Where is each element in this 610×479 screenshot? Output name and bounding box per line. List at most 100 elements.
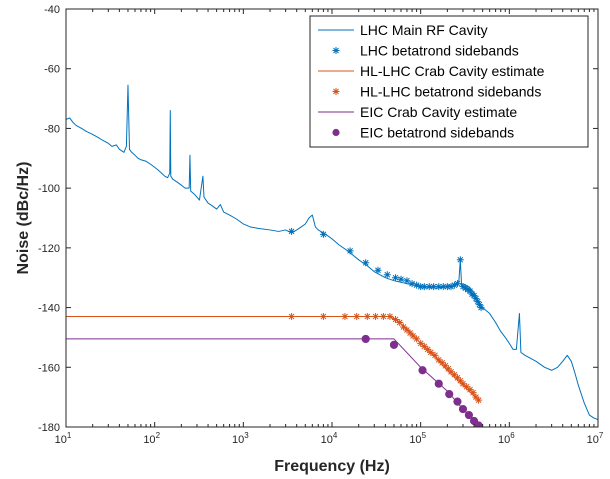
legend-item: HL-LHC Crab Cavity estimate — [318, 63, 545, 79]
data-point-dot — [361, 334, 370, 344]
data-point-star — [470, 292, 478, 300]
data-point-dot — [464, 410, 474, 420]
data-point-star — [441, 362, 449, 370]
data-point-star — [403, 277, 411, 285]
legend-item: LHC Main RF Cavity — [318, 22, 488, 38]
data-point-star — [420, 342, 428, 350]
data-point-star — [397, 275, 405, 283]
data-point-star — [435, 356, 443, 364]
data-point-star — [447, 283, 455, 291]
legend-label: EIC betatrond sidebands — [360, 125, 514, 141]
x-tick-base: 10 — [498, 434, 510, 446]
data-point-star — [396, 319, 404, 326]
data-point-dot — [389, 340, 399, 349]
legend-label: HL-LHC Crab Cavity estimate — [360, 63, 545, 79]
y-tick-label: -40 — [44, 4, 60, 16]
data-point-star — [443, 283, 451, 291]
data-point-star — [413, 335, 421, 343]
x-tick-label: 102 — [143, 431, 160, 446]
legend-label: LHC betatrond sidebands — [360, 43, 519, 59]
data-point-star — [427, 348, 435, 356]
x-axis-title: Frequency (Hz) — [274, 458, 390, 475]
data-point-dot — [453, 397, 462, 406]
data-point-star — [288, 227, 296, 235]
legend-label: LHC Main RF Cavity — [360, 22, 488, 38]
data-point-star — [477, 304, 485, 312]
data-point-star — [475, 396, 483, 404]
data-point-star — [466, 386, 474, 394]
data-point-star — [435, 283, 443, 291]
data-point-star — [430, 283, 438, 291]
series-0 — [66, 84, 598, 421]
y-tick-label: -140 — [38, 303, 60, 315]
data-point-star — [391, 274, 399, 282]
x-tick-exponent: 4 — [333, 431, 338, 440]
data-point-dot — [445, 390, 454, 399]
legend-star-swatch — [332, 88, 340, 95]
x-tick-exponent: 1 — [67, 431, 72, 440]
x-tick-exponent: 6 — [510, 431, 515, 440]
data-point-star — [374, 266, 382, 274]
legend-star-swatch — [332, 47, 340, 54]
data-point-star — [386, 313, 394, 321]
legend-item: EIC betatrond sidebands — [332, 125, 514, 141]
x-tick-label: 105 — [409, 431, 426, 446]
data-point-star — [474, 298, 482, 306]
data-point-star — [472, 393, 480, 401]
data-point-star — [420, 283, 428, 291]
data-point-star — [447, 368, 455, 376]
x-tick-exponent: 7 — [599, 431, 604, 440]
data-point-star — [319, 230, 327, 238]
data-point-dot — [458, 404, 468, 414]
data-point-star — [464, 286, 472, 294]
data-point-star — [469, 389, 477, 397]
y-tick-label: -80 — [44, 123, 60, 135]
data-point-star — [472, 295, 480, 303]
data-point-star — [453, 374, 461, 382]
x-tick-label: 103 — [232, 431, 249, 446]
data-point-star — [431, 351, 439, 359]
data-point-star — [450, 371, 458, 379]
x-tick-base: 10 — [409, 434, 421, 446]
x-tick-base: 10 — [321, 434, 333, 446]
data-point-star — [417, 339, 425, 347]
data-point-star — [383, 271, 391, 279]
legend-dot-swatch — [332, 128, 340, 137]
data-point-star — [288, 313, 296, 321]
ticks-layer: 101 102 103 104 105 106 107-40-60-80-100-120-1… — [38, 4, 604, 446]
x-tick-base: 10 — [232, 434, 244, 446]
data-point-dot — [434, 379, 443, 388]
data-point-star — [403, 326, 411, 334]
data-point-star — [406, 329, 414, 337]
y-tick-label: -180 — [38, 422, 60, 434]
legend-item: EIC Crab Cavity estimate — [318, 104, 517, 120]
data-point-star — [461, 284, 469, 292]
data-point-star — [466, 287, 474, 295]
data-point-star — [424, 345, 432, 353]
data-point-star — [319, 313, 327, 321]
series-line — [66, 84, 598, 421]
y-tick-label: -100 — [38, 183, 60, 195]
y-tick-label: -60 — [44, 64, 60, 76]
data-point-star — [463, 383, 471, 391]
data-point-star — [341, 313, 349, 321]
data-point-star — [459, 380, 467, 388]
x-tick-base: 10 — [143, 434, 155, 446]
y-tick-label: -120 — [38, 243, 60, 255]
series-1 — [288, 227, 485, 312]
data-point-star — [399, 323, 407, 331]
data-point-star — [425, 283, 433, 291]
x-tick-base: 10 — [55, 434, 67, 446]
data-point-star — [363, 313, 371, 321]
series-3 — [288, 313, 483, 404]
data-point-star — [417, 283, 425, 291]
x-tick-base: 10 — [587, 434, 599, 446]
x-tick-label: 106 — [498, 431, 515, 446]
data-point-star — [453, 280, 461, 288]
data-point-star — [391, 316, 399, 324]
x-tick-label: 101 — [55, 431, 72, 446]
data-point-star — [409, 332, 417, 340]
data-point-dot — [474, 421, 483, 427]
data-point-star — [408, 280, 416, 288]
